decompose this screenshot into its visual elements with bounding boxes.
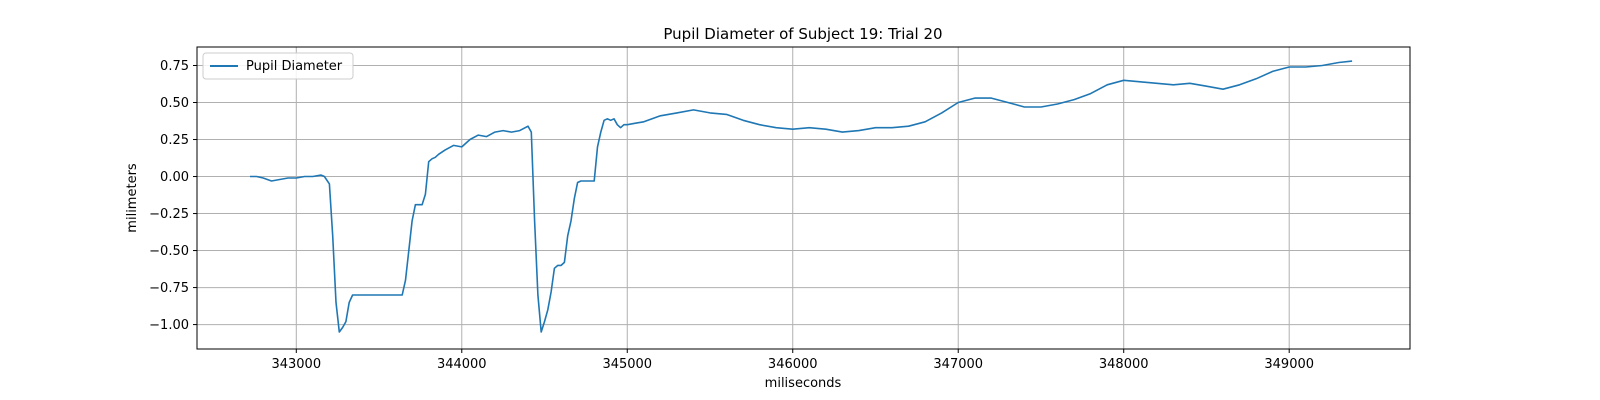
series-layer: [250, 60, 1353, 333]
x-tick-label: 345000: [602, 357, 652, 372]
x-tick-label: 344000: [437, 357, 487, 372]
y-tick-label: 0.50: [160, 96, 189, 111]
y-tick-label: −0.50: [149, 244, 189, 259]
grid-lines: [197, 47, 1410, 349]
legend: Pupil Diameter: [202, 52, 354, 80]
y-tick-label: 0.75: [160, 59, 189, 74]
x-tick-label: 343000: [271, 357, 321, 372]
y-tick-label: 0.00: [160, 170, 189, 185]
series-line-pupil-diameter: [250, 60, 1353, 333]
x-tick-label: 346000: [768, 357, 818, 372]
x-tick-label: 348000: [1099, 357, 1149, 372]
y-tick-label: −0.75: [149, 281, 189, 296]
y-tick-label: 0.25: [160, 133, 189, 148]
x-tick-label: 347000: [933, 357, 983, 372]
x-tick-label: 349000: [1264, 357, 1314, 372]
plot-area-frame: [196, 46, 1411, 350]
axis-ticks: 343000 344000 345000 346000 347000 348000 3490…: [149, 59, 1314, 372]
legend-label-pupil-diameter: Pupil Diameter: [246, 59, 343, 74]
y-tick-label: −1.00: [149, 318, 189, 333]
y-tick-label: −0.25: [149, 207, 189, 222]
legend-box: [202, 52, 354, 80]
chart-title: Pupil Diameter of Subject 19: Trial 20: [663, 25, 942, 43]
y-axis-title: milimeters: [125, 163, 140, 233]
x-axis-title: miliseconds: [765, 376, 842, 391]
